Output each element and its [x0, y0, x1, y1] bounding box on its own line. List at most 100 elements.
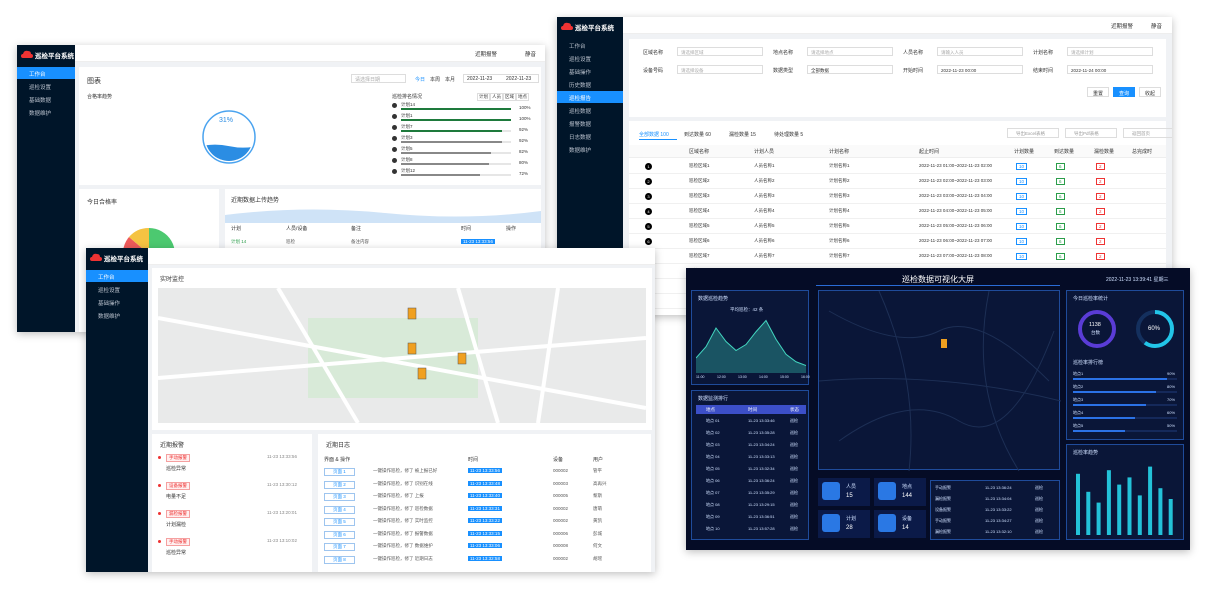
- tab[interactable]: 全部数据 100: [639, 132, 669, 138]
- form-input[interactable]: 请选择地点: [807, 47, 893, 56]
- form-input[interactable]: 请选择计划: [1067, 47, 1153, 56]
- table-header: 界面 & 操作: [324, 457, 351, 463]
- menu-item[interactable]: 基础操作: [557, 65, 623, 77]
- menu-item[interactable]: 报警数据: [557, 117, 623, 129]
- table-cell: 10: [1016, 238, 1028, 245]
- rank-tab[interactable]: 区域: [503, 93, 516, 101]
- stat-tile: 计划 28: [818, 510, 870, 538]
- alert-dot: [158, 540, 161, 543]
- table-cell: 巡检区域3: [689, 193, 710, 198]
- card-title: 近期报警: [160, 443, 185, 449]
- form-input[interactable]: 请选择区域: [677, 47, 763, 56]
- button[interactable]: 返回首页: [1123, 128, 1172, 138]
- rank-dot: [392, 125, 397, 130]
- tab[interactable]: 今日: [415, 77, 426, 83]
- tab[interactable]: 本月: [445, 77, 456, 83]
- table-cell: 计划名称5: [829, 223, 850, 228]
- button[interactable]: 收起: [1139, 87, 1161, 97]
- table-header: 地点: [706, 407, 715, 412]
- header-frame: [816, 268, 1060, 286]
- map-road: [819, 378, 1061, 402]
- table-cell: 2022-11-23 07:00~2022-11-23 08:00: [919, 253, 993, 258]
- rank-label: 82%: [519, 149, 529, 154]
- table-cell: 计划名称1: [829, 163, 850, 168]
- menu-item[interactable]: 巡检设置: [86, 283, 148, 295]
- table-cell: 一键操作巡检，修了 被上报已好: [373, 468, 438, 473]
- table-cell: 11-23 13:33:22: [985, 507, 1012, 512]
- header-button[interactable]: 近期报警: [475, 52, 498, 58]
- panel-title: 今日巡检率统计: [1073, 296, 1109, 302]
- form-label: 开始时间: [903, 68, 924, 74]
- table-cell: 11-23 13:36:24: [985, 485, 1012, 490]
- rank-tab[interactable]: 人员: [490, 93, 503, 101]
- menu-item[interactable]: 巡检设置: [557, 52, 623, 64]
- table-cell: 000002: [553, 518, 569, 523]
- tab[interactable]: 待处理数量 5: [774, 132, 804, 138]
- table-cell: 000005: [553, 493, 569, 498]
- menu-item[interactable]: 日志数据: [557, 130, 623, 142]
- menu-label: 工作台: [98, 275, 115, 281]
- table-cell: 巡检区域7: [689, 253, 710, 258]
- rank-tab[interactable]: 地点: [516, 93, 529, 101]
- table-cell: 2022-11-23 03:00~2022-11-23 04:00: [919, 193, 993, 198]
- form-input[interactable]: 2022-11-24 00:00: [1067, 65, 1153, 74]
- menu-item[interactable]: 巡检设置: [17, 80, 75, 92]
- menu-item[interactable]: 数据维护: [86, 309, 148, 321]
- rank-title: 巡检排名情况: [392, 94, 423, 100]
- form-input[interactable]: 请输入人员: [937, 47, 1023, 56]
- button[interactable]: 查询: [1113, 87, 1135, 97]
- panel-title: 巡检率排行榜: [1073, 360, 1104, 366]
- menu-item[interactable]: 数据维护: [17, 106, 75, 118]
- table-cell: 11-23 13:33:15: [468, 530, 502, 536]
- rank-track: [1073, 430, 1177, 432]
- form-input[interactable]: 全部数据: [807, 65, 893, 74]
- table-cell: 11-23 13:36:24: [748, 478, 775, 483]
- row-index: 4: [647, 209, 650, 214]
- form-value: 请选择地点: [811, 49, 834, 55]
- table-cell: 巡检: [790, 454, 798, 459]
- rank-tab[interactable]: 计划: [477, 93, 490, 101]
- button[interactable]: 重置: [1087, 87, 1109, 97]
- button[interactable]: 导出Pdf表格: [1065, 128, 1117, 138]
- table-cell: 彭城: [593, 530, 602, 536]
- header-button[interactable]: 静音: [525, 52, 537, 58]
- menu-item[interactable]: 巡检报告: [557, 91, 623, 103]
- menu-item[interactable]: 数据维护: [557, 143, 623, 155]
- row-line: [629, 248, 1166, 249]
- menu-item[interactable]: 基础操作: [86, 296, 148, 308]
- header-button[interactable]: 静音: [1151, 24, 1163, 30]
- x-tick-label: 12:00: [717, 375, 726, 379]
- stat-value: 144: [902, 493, 913, 499]
- placeholder: 请选择日期: [355, 77, 381, 83]
- table-cell: 巡检: [790, 514, 798, 519]
- table-cell: 巡检: [790, 526, 798, 531]
- form-input[interactable]: 2022-11-23 00:00: [937, 65, 1023, 74]
- table-cell: 2: [1096, 253, 1105, 260]
- button[interactable]: 导出Excel表格: [1007, 128, 1059, 138]
- menu-item[interactable]: 历史数据: [557, 78, 623, 90]
- tab[interactable]: 漏检数量 15: [729, 132, 756, 138]
- header-button[interactable]: 近期报警: [1111, 24, 1134, 30]
- table-cell: 巡检: [790, 430, 798, 435]
- table-cell: 巡检: [1035, 496, 1043, 501]
- card-title: 实时监控: [160, 277, 185, 283]
- ring: [1078, 310, 1116, 348]
- menu-item[interactable]: 工作台: [17, 67, 75, 79]
- tab[interactable]: 到达数量 60: [684, 132, 711, 138]
- stat-label: 设备: [902, 516, 913, 522]
- table-cell: 巡检区域5: [689, 223, 710, 228]
- form-input[interactable]: 请选择设备: [677, 65, 763, 74]
- form-label: 数据类型: [773, 68, 794, 74]
- menu-item[interactable]: 工作台: [557, 39, 623, 51]
- table-cell: 10: [1016, 253, 1028, 260]
- table-cell: 页面 5: [324, 518, 355, 526]
- tab[interactable]: 本周: [430, 77, 441, 83]
- menu-item[interactable]: 基础数据: [17, 93, 75, 105]
- bar: [1096, 502, 1101, 535]
- form-label: 地点名称: [773, 50, 794, 56]
- stat-value: 28: [846, 525, 853, 531]
- table-cell: 11-23 13:33:56: [468, 468, 502, 473]
- menu-item[interactable]: 工作台: [86, 270, 148, 282]
- menu-item[interactable]: 巡检数据: [557, 104, 623, 116]
- table-cell: 11-23 13:32:34: [748, 466, 775, 471]
